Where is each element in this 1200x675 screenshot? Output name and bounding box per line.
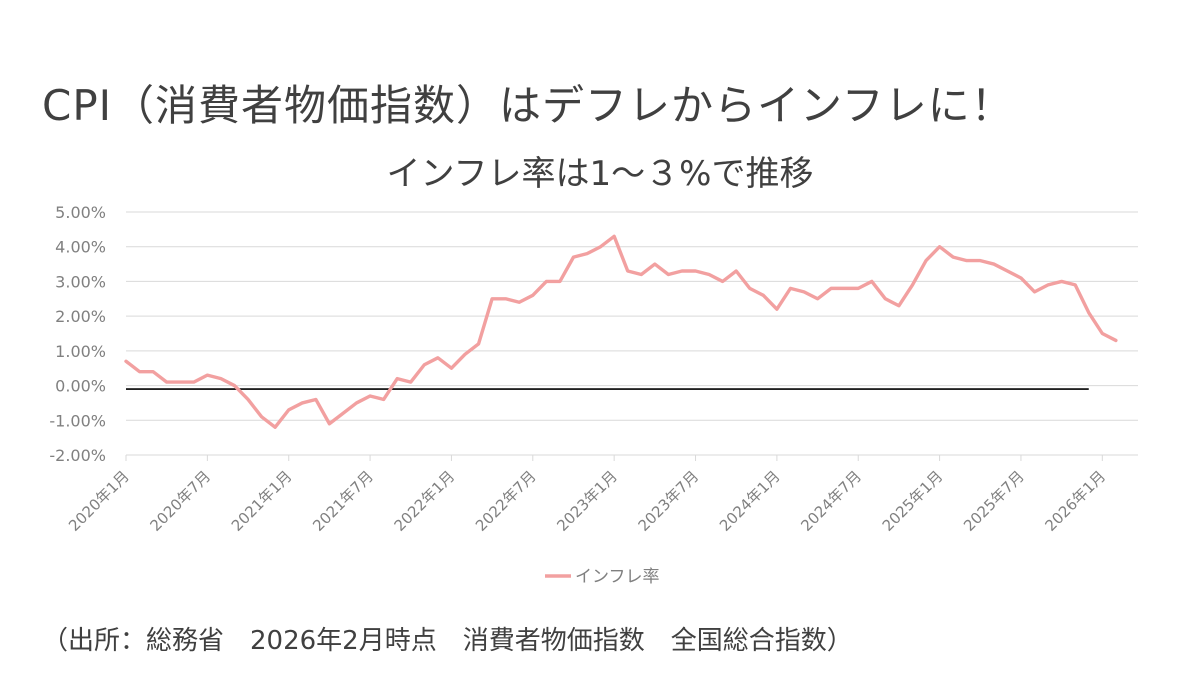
x-tick-label: 2021年7月 — [309, 467, 377, 535]
legend-label: インフレ率 — [575, 567, 660, 587]
x-tick-label: 2020年1月 — [65, 467, 133, 535]
x-tick-label: 2025年1月 — [879, 467, 947, 535]
grid-lines — [126, 211, 1138, 456]
y-tick-label: 5.00% — [55, 203, 106, 222]
x-tick-label: 2023年7月 — [635, 467, 703, 535]
y-tick-label: -1.00% — [49, 411, 106, 430]
y-axis-ticks: -2.00% -1.00% 0.00% 1.00% 2.00% 3.00% 4.00% 5.0… — [49, 203, 106, 465]
x-axis-ticks: 2020年1月 2020年7月 2021年1月 2021年7月 2022年1月 2022年… — [65, 455, 1109, 535]
y-tick-label: 2.00% — [55, 307, 106, 326]
source-note: （出所：総務省 2026年2月時点 消費者物価指数 全国総合指数） — [42, 626, 853, 656]
x-tick-label: 2021年1月 — [228, 467, 296, 535]
series-line-inflation — [124, 234, 1118, 429]
x-tick-label: 2020年7月 — [147, 467, 215, 535]
y-tick-label: 1.00% — [55, 342, 106, 361]
x-tick-label: 2026年1月 — [1041, 467, 1109, 535]
x-tick-label: 2023年1月 — [553, 467, 621, 535]
y-tick-label: -2.00% — [49, 446, 106, 465]
series-layer — [124, 234, 1118, 429]
x-tick-label: 2024年1月 — [716, 467, 784, 535]
x-tick-label: 2025年7月 — [960, 467, 1028, 535]
chart-title: インフレ率は1～３%で推移 — [387, 154, 814, 194]
x-tick-label: 2022年7月 — [472, 467, 540, 535]
page-title: CPI（消費者物価指数）はデフレからインフレに！ — [42, 81, 1014, 130]
legend: インフレ率 — [545, 567, 660, 587]
x-tick-label: 2024年7月 — [797, 467, 865, 535]
y-tick-label: 0.00% — [55, 377, 106, 396]
y-tick-label: 3.00% — [55, 272, 106, 291]
x-tick-label: 2022年1月 — [391, 467, 459, 535]
y-tick-label: 4.00% — [55, 238, 106, 257]
